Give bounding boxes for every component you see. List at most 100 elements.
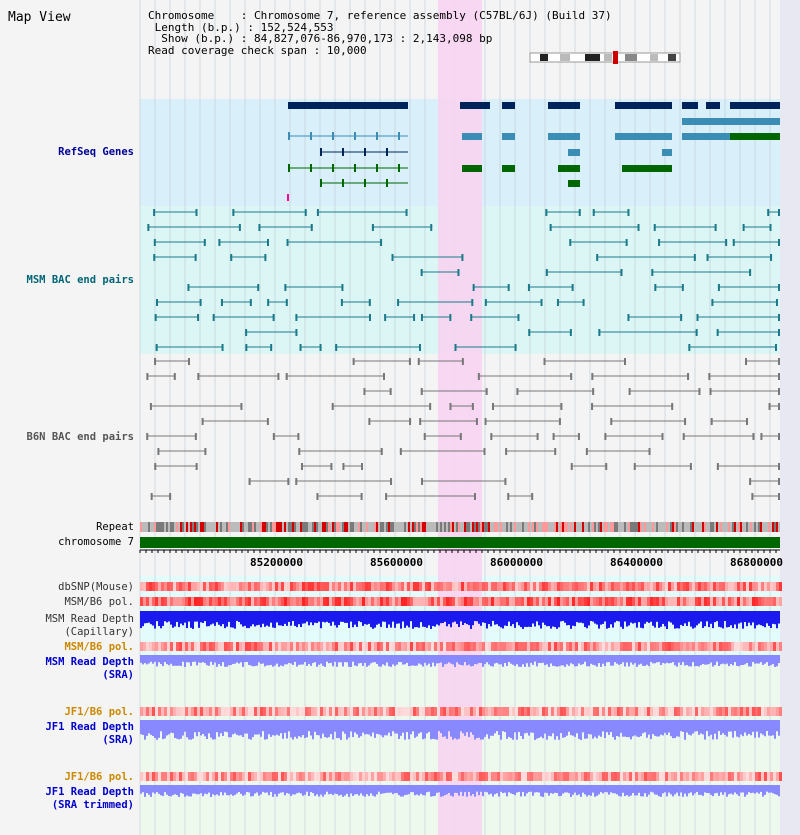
jf1-pol-strip bbox=[617, 707, 620, 716]
msm-pol-sra-strip bbox=[452, 642, 455, 651]
length-label: Length (b.p.) bbox=[154, 20, 241, 34]
jf1-depth-sra bbox=[450, 720, 452, 737]
dbsnp-strip bbox=[587, 582, 590, 591]
repeat-feature bbox=[556, 522, 558, 532]
jf1-pol-2-strip bbox=[584, 772, 587, 781]
jf1-depth-sra bbox=[260, 720, 262, 737]
jf1-pol-strip bbox=[182, 707, 185, 716]
b6n-bac-pair-end bbox=[420, 388, 423, 395]
msm-pol-strip bbox=[203, 597, 206, 606]
jf1-depth-sra bbox=[362, 720, 364, 733]
jf1-pol-2-strip bbox=[221, 772, 224, 781]
jf1-pol-strip bbox=[440, 707, 443, 716]
msm-depth-sra bbox=[680, 655, 682, 665]
msm-depth-capillary bbox=[382, 611, 384, 622]
jf1-depth-trimmed bbox=[386, 785, 388, 793]
jf1-pol-2-strip bbox=[245, 772, 248, 781]
jf1-pol-strip bbox=[581, 707, 584, 716]
msm-depth-sra bbox=[288, 655, 290, 663]
jf1-depth-sra bbox=[310, 720, 312, 736]
jf1-pol-strip bbox=[668, 707, 671, 716]
jf1-depth-trimmed bbox=[732, 785, 734, 795]
jf1-depth-trimmed bbox=[486, 785, 488, 793]
msm-pol-strip bbox=[347, 597, 350, 606]
repeat-feature bbox=[280, 522, 282, 532]
msm-bac-pair-end bbox=[716, 329, 719, 336]
jf1-depth-sra bbox=[418, 720, 420, 734]
msm-depth-sra bbox=[444, 655, 446, 665]
jf1-pol-2-strip bbox=[140, 772, 143, 781]
msm-depth-sra bbox=[726, 655, 728, 664]
jf1-depth-sra bbox=[508, 720, 510, 737]
jf1-depth-trimmed bbox=[752, 785, 754, 793]
msm-bac-pair-end bbox=[295, 314, 298, 321]
repeat-feature bbox=[776, 522, 778, 532]
jf1-depth-sra bbox=[166, 720, 168, 736]
msm-pol-strip bbox=[611, 597, 614, 606]
msm-depth-sra bbox=[574, 655, 576, 667]
jf1-depth-sra bbox=[650, 720, 652, 740]
msm-pol-strip bbox=[458, 597, 461, 606]
msm-depth-sra bbox=[372, 655, 374, 663]
dbsnp-strip bbox=[407, 582, 410, 591]
jf1-pol-strip bbox=[269, 707, 272, 716]
repeat-feature bbox=[488, 522, 490, 532]
dbsnp-strip bbox=[353, 582, 356, 591]
msm-bac-pair-end bbox=[391, 254, 394, 261]
msm-pol-strip bbox=[452, 597, 455, 606]
msm-depth-capillary bbox=[738, 611, 740, 624]
jf1-depth-trimmed bbox=[672, 785, 674, 797]
msm-pol-strip bbox=[578, 597, 581, 606]
jf1-depth-sra bbox=[318, 720, 320, 736]
b6n-bac-pair-end bbox=[240, 403, 243, 410]
jf1-pol-strip bbox=[539, 707, 542, 716]
msm-bac-pair-end bbox=[457, 269, 460, 276]
jf1-pol-2-strip bbox=[758, 772, 761, 781]
dbsnp-strip bbox=[143, 582, 146, 591]
msm-depth-capillary bbox=[326, 611, 328, 622]
repeat-feature bbox=[212, 522, 214, 532]
msm-pol-sra-strip bbox=[230, 642, 233, 651]
jf1-depth-trimmed bbox=[490, 785, 492, 794]
msm-depth-capillary bbox=[650, 611, 652, 622]
jf1-depth-sra bbox=[696, 720, 698, 732]
msm-pol-sra-strip bbox=[212, 642, 215, 651]
jf1-pol-strip bbox=[725, 707, 728, 716]
b6n-bac-pair-end bbox=[300, 463, 303, 470]
repeat-feature bbox=[378, 522, 380, 532]
msm-depth-capillary bbox=[728, 611, 730, 628]
dbsnp-strip bbox=[632, 582, 635, 591]
jf1-pol-strip bbox=[653, 707, 656, 716]
jf1-depth-sra bbox=[142, 720, 144, 735]
jf1-depth-sra bbox=[464, 720, 466, 736]
repeat-feature bbox=[366, 522, 368, 532]
dbsnp-strip bbox=[725, 582, 728, 591]
msm-pol-strip bbox=[380, 597, 383, 606]
msm-depth-sra bbox=[388, 655, 390, 667]
jf1-depth-trimmed bbox=[528, 785, 530, 792]
repeat-feature bbox=[156, 522, 158, 532]
jf1-depth-trimmed bbox=[372, 785, 374, 796]
refseq-gene bbox=[462, 133, 482, 140]
msm-bac-pair-end bbox=[484, 299, 487, 306]
refseq-marker bbox=[287, 194, 289, 201]
msm-depth-capillary bbox=[444, 611, 446, 622]
jf1-pol-strip bbox=[371, 707, 374, 716]
length-value: 152,524,553 bbox=[260, 20, 334, 34]
jf1-depth-trimmed bbox=[572, 785, 574, 795]
jf1-depth-trimmed bbox=[204, 785, 206, 794]
repeat-feature bbox=[166, 522, 168, 532]
jf1-pol-strip bbox=[275, 707, 278, 716]
repeat-feature bbox=[318, 522, 320, 532]
msm-depth-sra bbox=[736, 655, 738, 666]
b6n-bac-pair-end bbox=[471, 403, 474, 410]
msm-depth-capillary bbox=[282, 611, 284, 627]
msm-bac-pair-end bbox=[232, 209, 235, 216]
jf1-pol-2-strip bbox=[371, 772, 374, 781]
jf1-pol-strip bbox=[224, 707, 227, 716]
jf1-depth-sra bbox=[752, 720, 754, 732]
msm-depth-sra bbox=[474, 655, 476, 665]
jf1-depth-sra bbox=[492, 720, 494, 736]
msm-depth-capillary bbox=[602, 611, 604, 624]
